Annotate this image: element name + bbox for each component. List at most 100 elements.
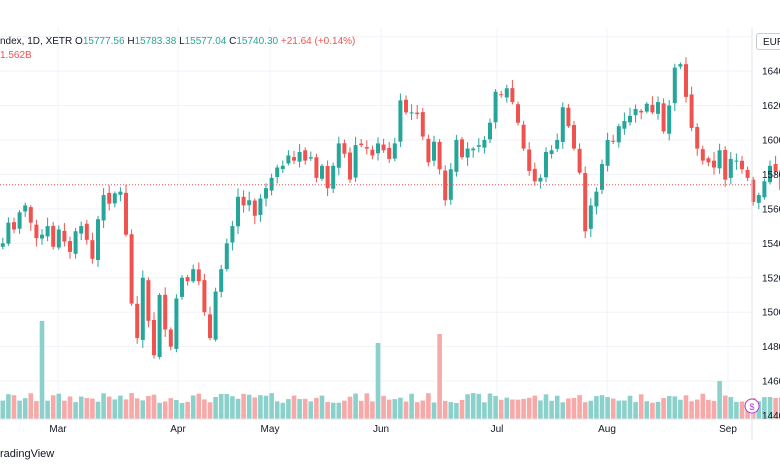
candle-body	[572, 125, 576, 149]
candle-body	[146, 280, 151, 321]
volume-bar	[694, 399, 700, 419]
event-marker[interactable]: $	[744, 398, 760, 414]
candle-body	[706, 158, 711, 163]
candle-body	[286, 155, 291, 164]
time-tick-label: Jul	[491, 424, 504, 435]
volume-bar	[717, 381, 722, 419]
candle-body	[415, 112, 420, 115]
candle-body	[689, 94, 694, 128]
candle-body	[320, 165, 324, 179]
candle-body	[168, 329, 173, 347]
volume-bar	[510, 399, 515, 419]
time-tick-label: Mar	[49, 424, 67, 435]
candle-body	[398, 100, 403, 142]
tradingview-logo-text[interactable]: radingView	[0, 448, 55, 460]
volume-bar	[426, 393, 431, 419]
candle-body	[185, 277, 190, 282]
candles	[0, 57, 780, 360]
candle-body	[616, 126, 621, 143]
volume-bar	[622, 400, 627, 419]
volume-bar	[297, 399, 302, 419]
volume-bar	[409, 393, 414, 419]
volume-bar	[252, 397, 258, 419]
volume-bar	[342, 400, 347, 419]
time-tick-label: Sep	[719, 424, 737, 435]
candle-body	[723, 149, 728, 180]
volume-bar	[106, 396, 112, 419]
candle-body	[269, 177, 274, 191]
volume-bar	[358, 400, 364, 419]
candle-body	[560, 107, 565, 143]
candle-body	[605, 139, 610, 166]
volume-bar	[392, 399, 398, 419]
volume-bar	[274, 401, 280, 419]
volume-bar	[566, 398, 571, 419]
close-value: 15740.30	[236, 36, 279, 47]
candle-body	[465, 148, 470, 158]
price-axis[interactable]: 1660016400162001600015800156001540015200…	[762, 32, 780, 422]
candle-body	[79, 226, 84, 234]
volume-bar	[90, 398, 95, 419]
candle-body	[0, 243, 5, 247]
candle-body	[230, 226, 235, 243]
volume-bar	[330, 402, 336, 419]
volume-bar	[560, 402, 566, 419]
volume-bar	[616, 400, 622, 419]
candle-body	[336, 143, 341, 168]
volume-bar	[532, 395, 538, 419]
volume-bar	[185, 401, 190, 419]
volume-bar	[62, 400, 67, 419]
candle-body	[504, 88, 509, 98]
candle-body	[84, 223, 89, 240]
candle-body	[488, 122, 492, 140]
volume-bar	[45, 400, 50, 419]
candle-body	[370, 149, 375, 156]
event-marker-icon[interactable]	[744, 398, 760, 414]
close-label: C	[229, 36, 237, 47]
volume-bar	[571, 398, 577, 419]
candle-body	[521, 124, 526, 149]
candle-body	[409, 112, 414, 114]
open-value: 15777.56	[82, 36, 125, 47]
candle-body	[56, 229, 61, 248]
volume-bar	[224, 394, 230, 419]
candle-body	[768, 165, 772, 183]
candle-body	[471, 148, 476, 151]
candle-body	[40, 234, 44, 239]
symbol-label[interactable]: ndex, 1D, XETR	[0, 36, 73, 47]
volume-bar	[476, 393, 482, 419]
volume-bar	[582, 402, 588, 419]
candle-body	[443, 170, 448, 201]
volume-bar	[678, 399, 683, 419]
low-value: 15577.04	[184, 36, 227, 47]
candle-body	[23, 205, 28, 212]
ohlc-legend: ndex, 1D, XETR O15777.56 H15783.38 L1557…	[0, 36, 355, 47]
high-value: 15783.38	[134, 36, 177, 47]
volume-bar	[336, 402, 342, 419]
currency-button[interactable]: EUR	[756, 33, 780, 50]
volume-bar	[157, 402, 162, 419]
candle-body	[460, 139, 464, 158]
candle-body	[756, 195, 761, 203]
candle-body	[90, 240, 95, 259]
candle-body	[118, 191, 123, 195]
volume-bar	[689, 401, 694, 419]
volume-bar	[134, 398, 140, 419]
candle-body	[656, 102, 660, 114]
candle-body	[331, 165, 336, 189]
candle-body	[566, 107, 571, 127]
time-axis[interactable]: Mar Apr May Jun Jul Aug Sep	[49, 424, 737, 435]
volume-bar	[39, 321, 45, 419]
volume-bar	[610, 398, 616, 419]
candle-body	[577, 148, 582, 173]
volume-bar	[112, 399, 118, 419]
candle-body	[12, 222, 16, 230]
candle-body	[157, 294, 162, 357]
volume-bar	[78, 396, 84, 419]
volume-bar	[325, 401, 330, 419]
volume-bar	[319, 395, 325, 419]
candle-body	[426, 138, 431, 163]
candle-body	[96, 219, 100, 261]
candle-body	[51, 225, 56, 247]
